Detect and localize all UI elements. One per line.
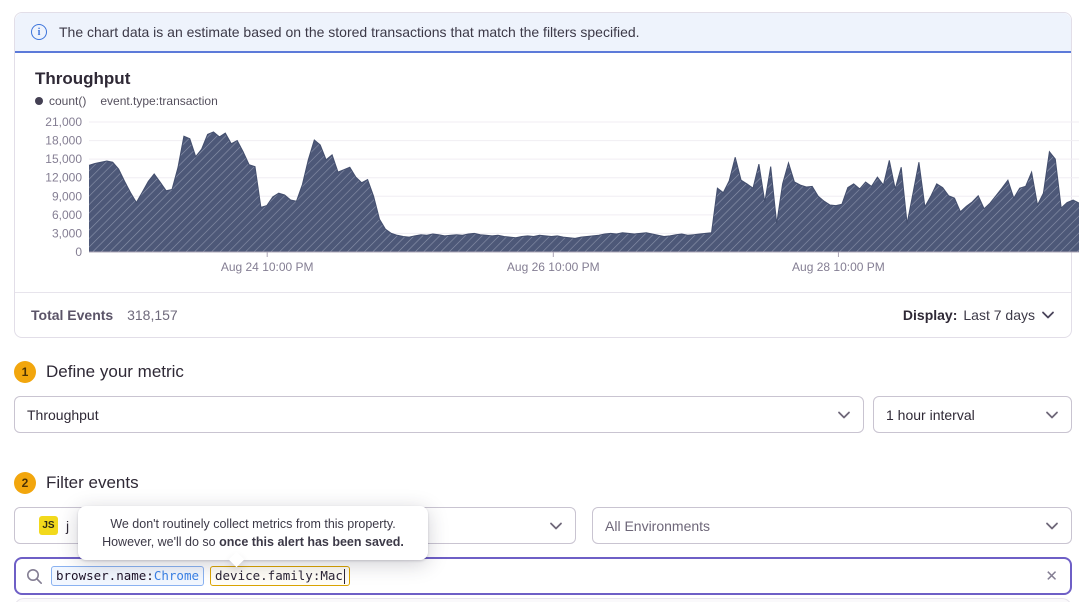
- chevron-down-icon: [550, 522, 562, 529]
- display-value: Last 7 days: [963, 307, 1035, 323]
- metric-select-value: Throughput: [27, 406, 99, 423]
- project-select-value: j: [66, 517, 70, 534]
- javascript-platform-icon: JS: [39, 516, 58, 535]
- svg-text:18,000: 18,000: [45, 134, 82, 148]
- tooltip-line2-regular: However, we'll do so: [102, 535, 220, 550]
- search-token-browser-name[interactable]: browser.name: Chrome: [51, 566, 204, 586]
- step1-title: Define your metric: [46, 362, 184, 381]
- throughput-chart: 0 3,000 6,000 9,000 12,000 15,000 18,000 21,000…: [35, 114, 1080, 282]
- environment-select-value: All Environments: [605, 517, 711, 534]
- filter-search-input[interactable]: browser.name: Chrome device.family: Mac ✕: [14, 557, 1072, 595]
- metrics-warning-tooltip: We don't routinely collect metrics from …: [78, 506, 428, 568]
- legend-series-label: count(): [49, 94, 87, 108]
- next-panel-edge: [14, 598, 1072, 602]
- token-key: device.family:: [215, 568, 321, 583]
- x-axis-tick-label: Aug 24 10:00 PM: [220, 260, 314, 274]
- step1-heading: 1 Define your metric: [14, 361, 184, 383]
- chart-section: Throughput count() event.type:transactio…: [15, 53, 1080, 282]
- step1-number-badge: 1: [14, 361, 36, 383]
- svg-text:21,000: 21,000: [45, 115, 82, 129]
- total-events-value: 318,157: [127, 307, 178, 323]
- legend-dot-icon: [35, 97, 43, 105]
- chevron-down-icon: [1046, 522, 1058, 529]
- tooltip-line1: We don't routinely collect metrics from …: [110, 517, 396, 531]
- interval-select-value: 1 hour interval: [886, 406, 975, 423]
- x-axis-labels: Aug 24 10:00 PM Aug 26 10:00 PM Aug 28 10:…: [35, 260, 1079, 278]
- step2-number-badge: 2: [14, 472, 36, 494]
- svg-text:0: 0: [75, 245, 82, 259]
- tooltip-line2: However, we'll do so once this alert has…: [92, 533, 414, 551]
- display-label: Display:: [902, 307, 958, 323]
- chart-title: Throughput: [35, 69, 131, 88]
- environment-select[interactable]: All Environments: [592, 507, 1072, 544]
- token-value: Chrome: [153, 568, 199, 583]
- x-axis-tick-label: Aug 28 10:00 PM: [792, 260, 885, 274]
- svg-text:9,000: 9,000: [52, 189, 82, 203]
- estimate-info-banner: i The chart data is an estimate based on…: [15, 13, 1071, 53]
- interval-select[interactable]: 1 hour interval: [873, 396, 1072, 433]
- step2-heading: 2 Filter events: [14, 472, 139, 494]
- chart-card: i The chart data is an estimate based on…: [14, 12, 1080, 338]
- tooltip-line2-bold: once this alert has been saved.: [219, 535, 404, 550]
- total-events-label: Total Events: [31, 307, 114, 323]
- svg-text:6,000: 6,000: [52, 208, 82, 222]
- svg-text:12,000: 12,000: [45, 171, 82, 185]
- total-events: Total Events 318,157: [31, 307, 178, 323]
- svg-text:3,000: 3,000: [52, 226, 82, 240]
- legend-query-label: event.type:transaction: [100, 94, 218, 108]
- display-period-dropdown[interactable]: Display: Last 7 days: [903, 307, 1055, 323]
- info-icon: i: [31, 24, 47, 40]
- metric-select[interactable]: Throughput: [14, 396, 864, 433]
- area-chart-canvas: 0 3,000 6,000 9,000 12,000 15,000 18,000 21,000: [45, 115, 1080, 259]
- search-icon: [27, 568, 42, 584]
- text-cursor: [343, 568, 346, 584]
- chart-footer: Total Events 318,157 Display: Last 7 day…: [15, 292, 1071, 337]
- chevron-down-icon: [1042, 311, 1054, 319]
- banner-text: The chart data is an estimate based on t…: [59, 24, 640, 40]
- token-key: browser.name:: [56, 568, 154, 583]
- step2-title: Filter events: [46, 473, 139, 492]
- token-value: Mac: [320, 568, 343, 583]
- x-axis-tick-label: Aug 26 10:00 PM: [506, 260, 600, 274]
- chart-legend: count() event.type:transaction: [35, 94, 1061, 108]
- chevron-down-icon: [1046, 411, 1058, 418]
- svg-text:15,000: 15,000: [45, 152, 82, 166]
- search-token-list[interactable]: browser.name: Chrome device.family: Mac: [51, 566, 1045, 586]
- chevron-down-icon: [838, 411, 850, 418]
- search-token-device-family[interactable]: device.family: Mac: [210, 566, 351, 586]
- clear-search-icon[interactable]: ✕: [1045, 567, 1058, 585]
